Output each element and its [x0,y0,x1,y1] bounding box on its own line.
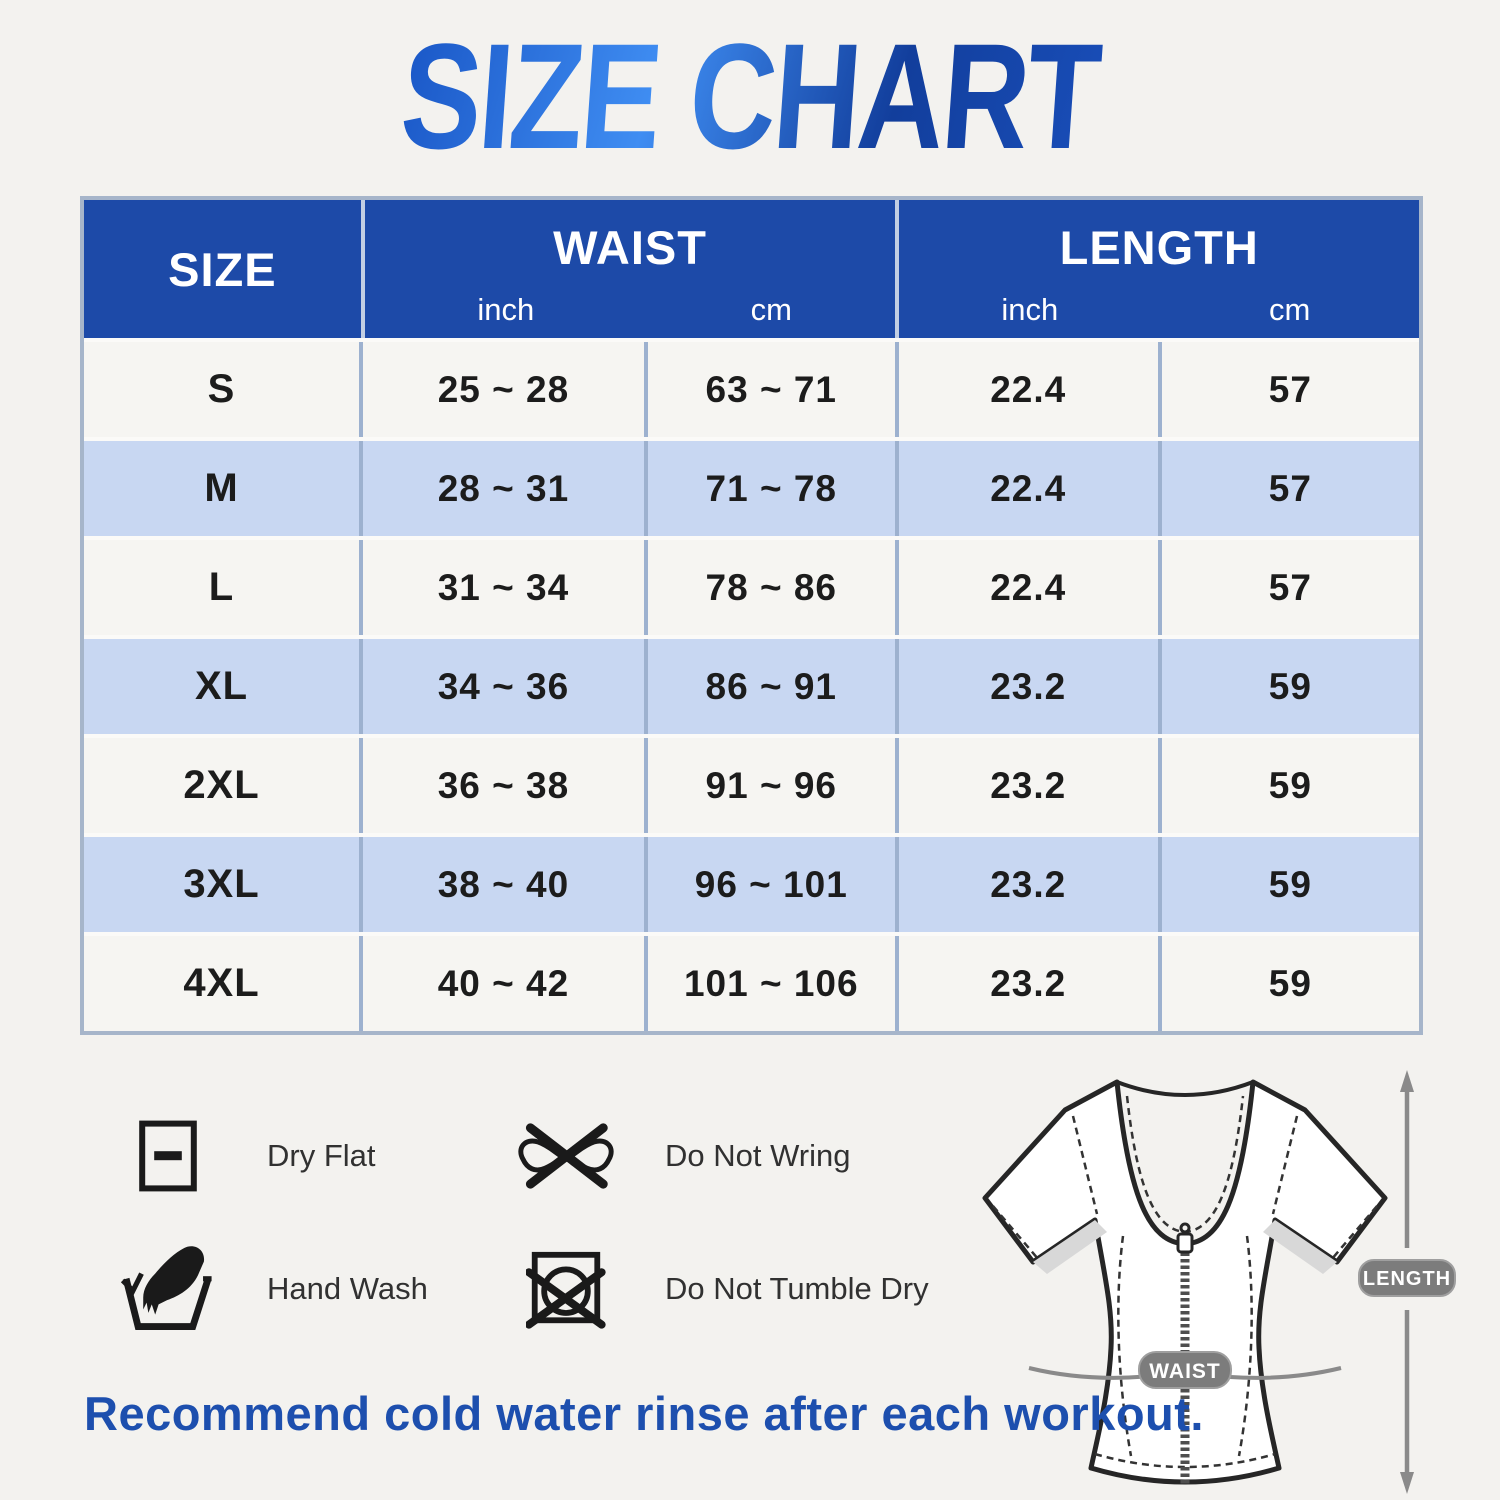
do-not-wring-icon [498,1118,633,1194]
cell-waist-inch: 34 ~ 36 [363,639,644,734]
cell-length-inch: 23.2 [898,936,1158,1031]
cell-waist-cm: 96 ~ 101 [647,837,895,932]
garment-diagram: WAIST LENGTH [945,1048,1500,1500]
table-row-m: M 28 ~ 31 71 ~ 78 22.4 57 [84,441,1419,536]
cell-size: 2XL [84,738,359,833]
cell-length-inch: 23.2 [898,837,1158,932]
care-label: Do Not Wring [665,1137,851,1173]
table-row-2xl: 2XL 36 ~ 38 91 ~ 96 23.2 59 [84,738,1419,833]
cell-waist-inch: 25 ~ 28 [363,342,644,437]
cell-size: S [84,342,359,437]
table-row-4xl: 4XL 40 ~ 42 101 ~ 106 23.2 59 [84,936,1419,1031]
waist-pill [1138,1351,1232,1389]
table-row-s: S 25 ~ 28 63 ~ 71 22.4 57 [84,342,1419,437]
dry-flat-icon [100,1120,235,1192]
cell-length-cm: 59 [1161,738,1419,833]
cell-length-cm: 59 [1161,639,1419,734]
cell-size: L [84,540,359,635]
care-label: Do Not Tumble Dry [665,1270,929,1306]
cell-waist-cm: 86 ~ 91 [647,639,895,734]
header-size: SIZE [84,200,361,338]
cell-length-cm: 59 [1161,837,1419,932]
cell-length-inch: 23.2 [898,639,1158,734]
header-length-units: inch cm [899,292,1419,328]
header-length-label: LENGTH [1059,220,1259,274]
length-inch-unit: inch [1001,292,1059,327]
care-note: Recommend cold water rinse after each wo… [84,1387,1204,1440]
length-pill [1358,1259,1456,1297]
cell-length-inch: 23.2 [898,738,1158,833]
cell-waist-inch: 38 ~ 40 [363,837,644,932]
table-header-row: SIZE WAIST inch cm LENGTH inch cm [84,200,1419,338]
cell-length-inch: 22.4 [898,342,1158,437]
care-item-do-not-wring: Do Not Wring [498,1089,998,1222]
page-title: SIZE CHART [144,12,1355,180]
cell-waist-cm: 91 ~ 96 [647,738,895,833]
care-item-dry-flat: Dry Flat [100,1089,498,1222]
header-length: LENGTH inch cm [899,200,1419,338]
do-not-tumble-dry-icon [498,1249,633,1329]
cell-waist-inch: 40 ~ 42 [363,936,644,1031]
care-item-do-not-tumble-dry: Do Not Tumble Dry [498,1222,998,1355]
cell-waist-inch: 36 ~ 38 [363,738,644,833]
header-size-label: SIZE [168,242,277,296]
table-row-xl: XL 34 ~ 36 86 ~ 91 23.2 59 [84,639,1419,734]
table-row-3xl: 3XL 38 ~ 40 96 ~ 101 23.2 59 [84,837,1419,932]
waist-inch-unit: inch [477,292,535,327]
table-body: S 25 ~ 28 63 ~ 71 22.4 57 M 28 ~ 31 71 ~… [84,342,1419,1031]
cell-waist-cm: 78 ~ 86 [647,540,895,635]
table-row-l: L 31 ~ 34 78 ~ 86 22.4 57 [84,540,1419,635]
cell-length-inch: 22.4 [898,441,1158,536]
care-label: Hand Wash [267,1270,428,1306]
cell-length-cm: 59 [1161,936,1419,1031]
cell-length-cm: 57 [1161,540,1419,635]
size-table: SIZE WAIST inch cm LENGTH inch cm S 25 [80,196,1423,1035]
cell-waist-inch: 28 ~ 31 [363,441,644,536]
cell-length-inch: 22.4 [898,540,1158,635]
header-waist: WAIST inch cm [364,200,896,338]
cell-waist-cm: 101 ~ 106 [647,936,895,1031]
cell-length-cm: 57 [1161,441,1419,536]
length-cm-unit: cm [1268,292,1311,327]
care-label: Dry Flat [267,1137,376,1173]
cell-waist-cm: 71 ~ 78 [647,441,895,536]
cell-length-cm: 57 [1161,342,1419,437]
waist-pill-label: WAIST [1149,1360,1221,1383]
cell-waist-cm: 63 ~ 71 [647,342,895,437]
care-item-hand-wash: Hand Wash [100,1222,498,1355]
cell-size: XL [84,639,359,734]
header-waist-label: WAIST [553,220,707,274]
care-instructions: Dry Flat Do Not Wring Han [100,1089,1000,1355]
hand-wash-icon [100,1241,235,1337]
header-waist-units: inch cm [365,292,896,328]
cell-size: M [84,441,359,536]
cell-waist-inch: 31 ~ 34 [363,540,644,635]
length-pill-label: LENGTH [1363,1268,1451,1290]
waist-cm-unit: cm [750,292,792,327]
cell-size: 4XL [84,936,359,1031]
cell-size: 3XL [84,837,359,932]
